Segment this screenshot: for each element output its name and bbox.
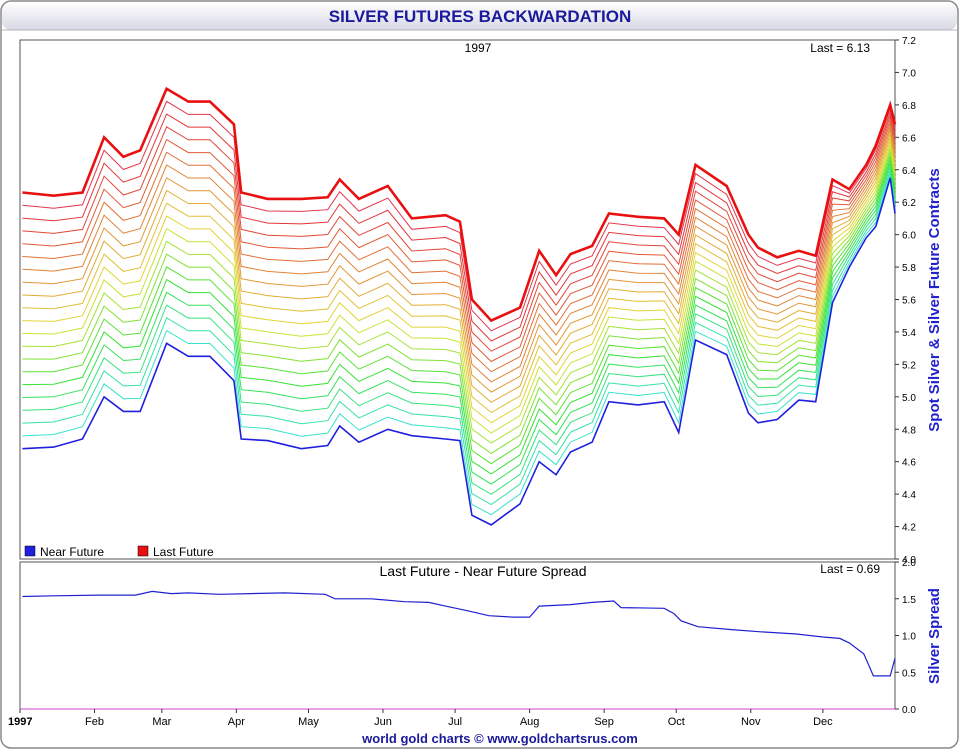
spread-y-tick-label: 0.0 <box>902 705 916 716</box>
legend-near-label: Near Future <box>40 545 104 559</box>
x-tick-label: Jul <box>448 716 462 728</box>
contract-line <box>22 163 896 485</box>
legend-last-label: Last Future <box>153 545 214 559</box>
spread-y-axis-label: Silver Spread <box>926 588 943 684</box>
spread-y-ticks: 0.0 0.5 1.0 1.5 2.0 <box>895 558 916 716</box>
x-tick-label: Apr <box>228 716 245 728</box>
x-tick-label: Jun <box>374 716 392 728</box>
main-y-tick-label: 5.4 <box>902 328 916 339</box>
main-y-tick-label: 6.0 <box>902 231 916 242</box>
main-y-tick-label: 5.8 <box>902 263 916 274</box>
spread-last-label: Last = 0.69 <box>820 562 880 576</box>
x-tick-label: Sep <box>594 716 614 728</box>
contract-line <box>22 137 896 414</box>
contract-line <box>22 110 896 342</box>
main-y-tick-label: 5.6 <box>902 296 916 307</box>
main-last-label: Last = 6.13 <box>810 41 870 55</box>
x-tick-label: 1997 <box>8 716 32 728</box>
main-y-tick-label: 5.2 <box>902 360 916 371</box>
main-y-tick-label: 6.6 <box>902 133 916 144</box>
spread-plot-area <box>19 561 896 710</box>
title-bar <box>2 2 957 30</box>
chart-title: SILVER FUTURES BACKWARDATION <box>329 7 632 26</box>
main-y-tick-label: 7.2 <box>902 36 916 47</box>
x-tick-label: Dec <box>813 716 833 728</box>
contract-line <box>22 166 896 495</box>
main-plot-area <box>19 39 896 560</box>
main-y-axis-label: Spot Silver & Silver Future Contracts <box>926 168 943 431</box>
main-y-tick-label: 6.8 <box>902 101 916 112</box>
spread-lines-group <box>22 590 896 677</box>
main-y-tick-label: 7.0 <box>902 68 916 79</box>
x-tick-label: May <box>298 716 319 728</box>
main-y-tick-label: 5.0 <box>902 393 916 404</box>
spread-chart-title: Last Future - Near Future Spread <box>380 563 587 579</box>
legend: Near Future Last Future <box>24 545 214 559</box>
spread-y-tick-label: 2.0 <box>902 558 916 569</box>
contract-line <box>22 113 896 352</box>
contract-line <box>22 170 896 506</box>
main-y-tick-label: 6.4 <box>902 166 916 177</box>
x-tick-label: Feb <box>85 716 104 728</box>
footer-credit: world gold charts © www.goldchartsrus.co… <box>361 731 638 746</box>
x-tick-label: Nov <box>741 716 761 728</box>
main-y-tick-label: 6.2 <box>902 198 916 209</box>
contract-line <box>22 155 896 465</box>
main-y-ticks: 4.0 4.2 4.4 4.6 4.8 5.0 5.2 5.4 5.6 5.8 6.0 6.2 6.4 6… <box>895 36 916 566</box>
main-chart-year-label: 1997 <box>465 41 492 55</box>
x-ticks: 1997 Feb Mar Apr May Jun Jul Aug Sep Oct Nov Dec <box>8 709 833 728</box>
spread-y-tick-label: 1.0 <box>902 632 916 643</box>
legend-near-swatch <box>24 545 36 557</box>
contract-line <box>22 133 896 403</box>
contract-line <box>22 117 896 363</box>
legend-last-swatch <box>137 545 149 557</box>
x-tick-label: Mar <box>152 716 171 728</box>
near-future-line <box>22 177 896 526</box>
contract-line <box>22 128 896 393</box>
spread-y-tick-label: 0.5 <box>902 668 916 679</box>
contract-line <box>22 100 896 332</box>
contract-line <box>22 121 896 373</box>
main-y-tick-label: 4.2 <box>902 523 916 534</box>
main-lines-group <box>22 86 897 526</box>
main-y-tick-label: 4.0 <box>902 555 916 566</box>
contract-line <box>22 174 896 516</box>
main-y-tick-label: 4.4 <box>902 490 916 501</box>
contract-line <box>22 159 896 475</box>
contract-line <box>22 141 896 424</box>
main-y-tick-label: 4.6 <box>902 458 916 469</box>
contract-line <box>22 124 896 383</box>
x-tick-label: Aug <box>520 716 540 728</box>
contract-line <box>22 152 896 455</box>
contract-line <box>22 148 896 444</box>
last-future-line <box>22 86 897 323</box>
contract-line <box>22 144 896 434</box>
main-y-tick-label: 4.8 <box>902 425 916 436</box>
x-tick-label: Oct <box>668 716 685 728</box>
spread-line <box>22 590 896 677</box>
spread-y-tick-label: 1.5 <box>902 595 916 606</box>
